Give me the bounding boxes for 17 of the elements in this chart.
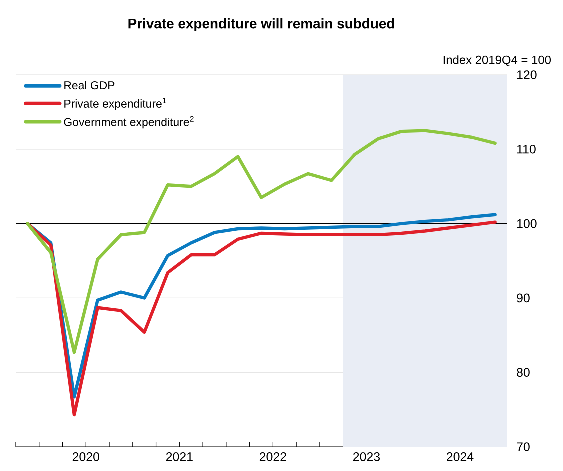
x-tick-label: 2021: [166, 452, 193, 462]
legend-label: Government expenditure$^{2}$: [64, 116, 194, 129]
legend-label: Private expenditure$^{1}$: [64, 98, 166, 110]
y-tick-label: 90: [517, 294, 530, 303]
y-tick-label: 100: [517, 219, 537, 228]
legend-label: Real GDP: [64, 81, 115, 90]
y-tick-label: 80: [517, 368, 530, 378]
y-tick-label: 70: [517, 442, 530, 452]
y-tick-label: 120: [517, 70, 537, 80]
x-tick-label: 2020: [72, 452, 100, 462]
line-series: [26, 129, 497, 354]
y-axis-title: Index 2019Q4 = 100: [444, 56, 552, 66]
x-tick-label: 2022: [260, 452, 286, 462]
x-tick-label: 2024: [447, 452, 474, 462]
x-tick-label: 2023: [353, 452, 380, 462]
chart-title: Private expenditure will remain subdued: [128, 18, 394, 32]
y-tick-label: 110: [517, 145, 536, 154]
